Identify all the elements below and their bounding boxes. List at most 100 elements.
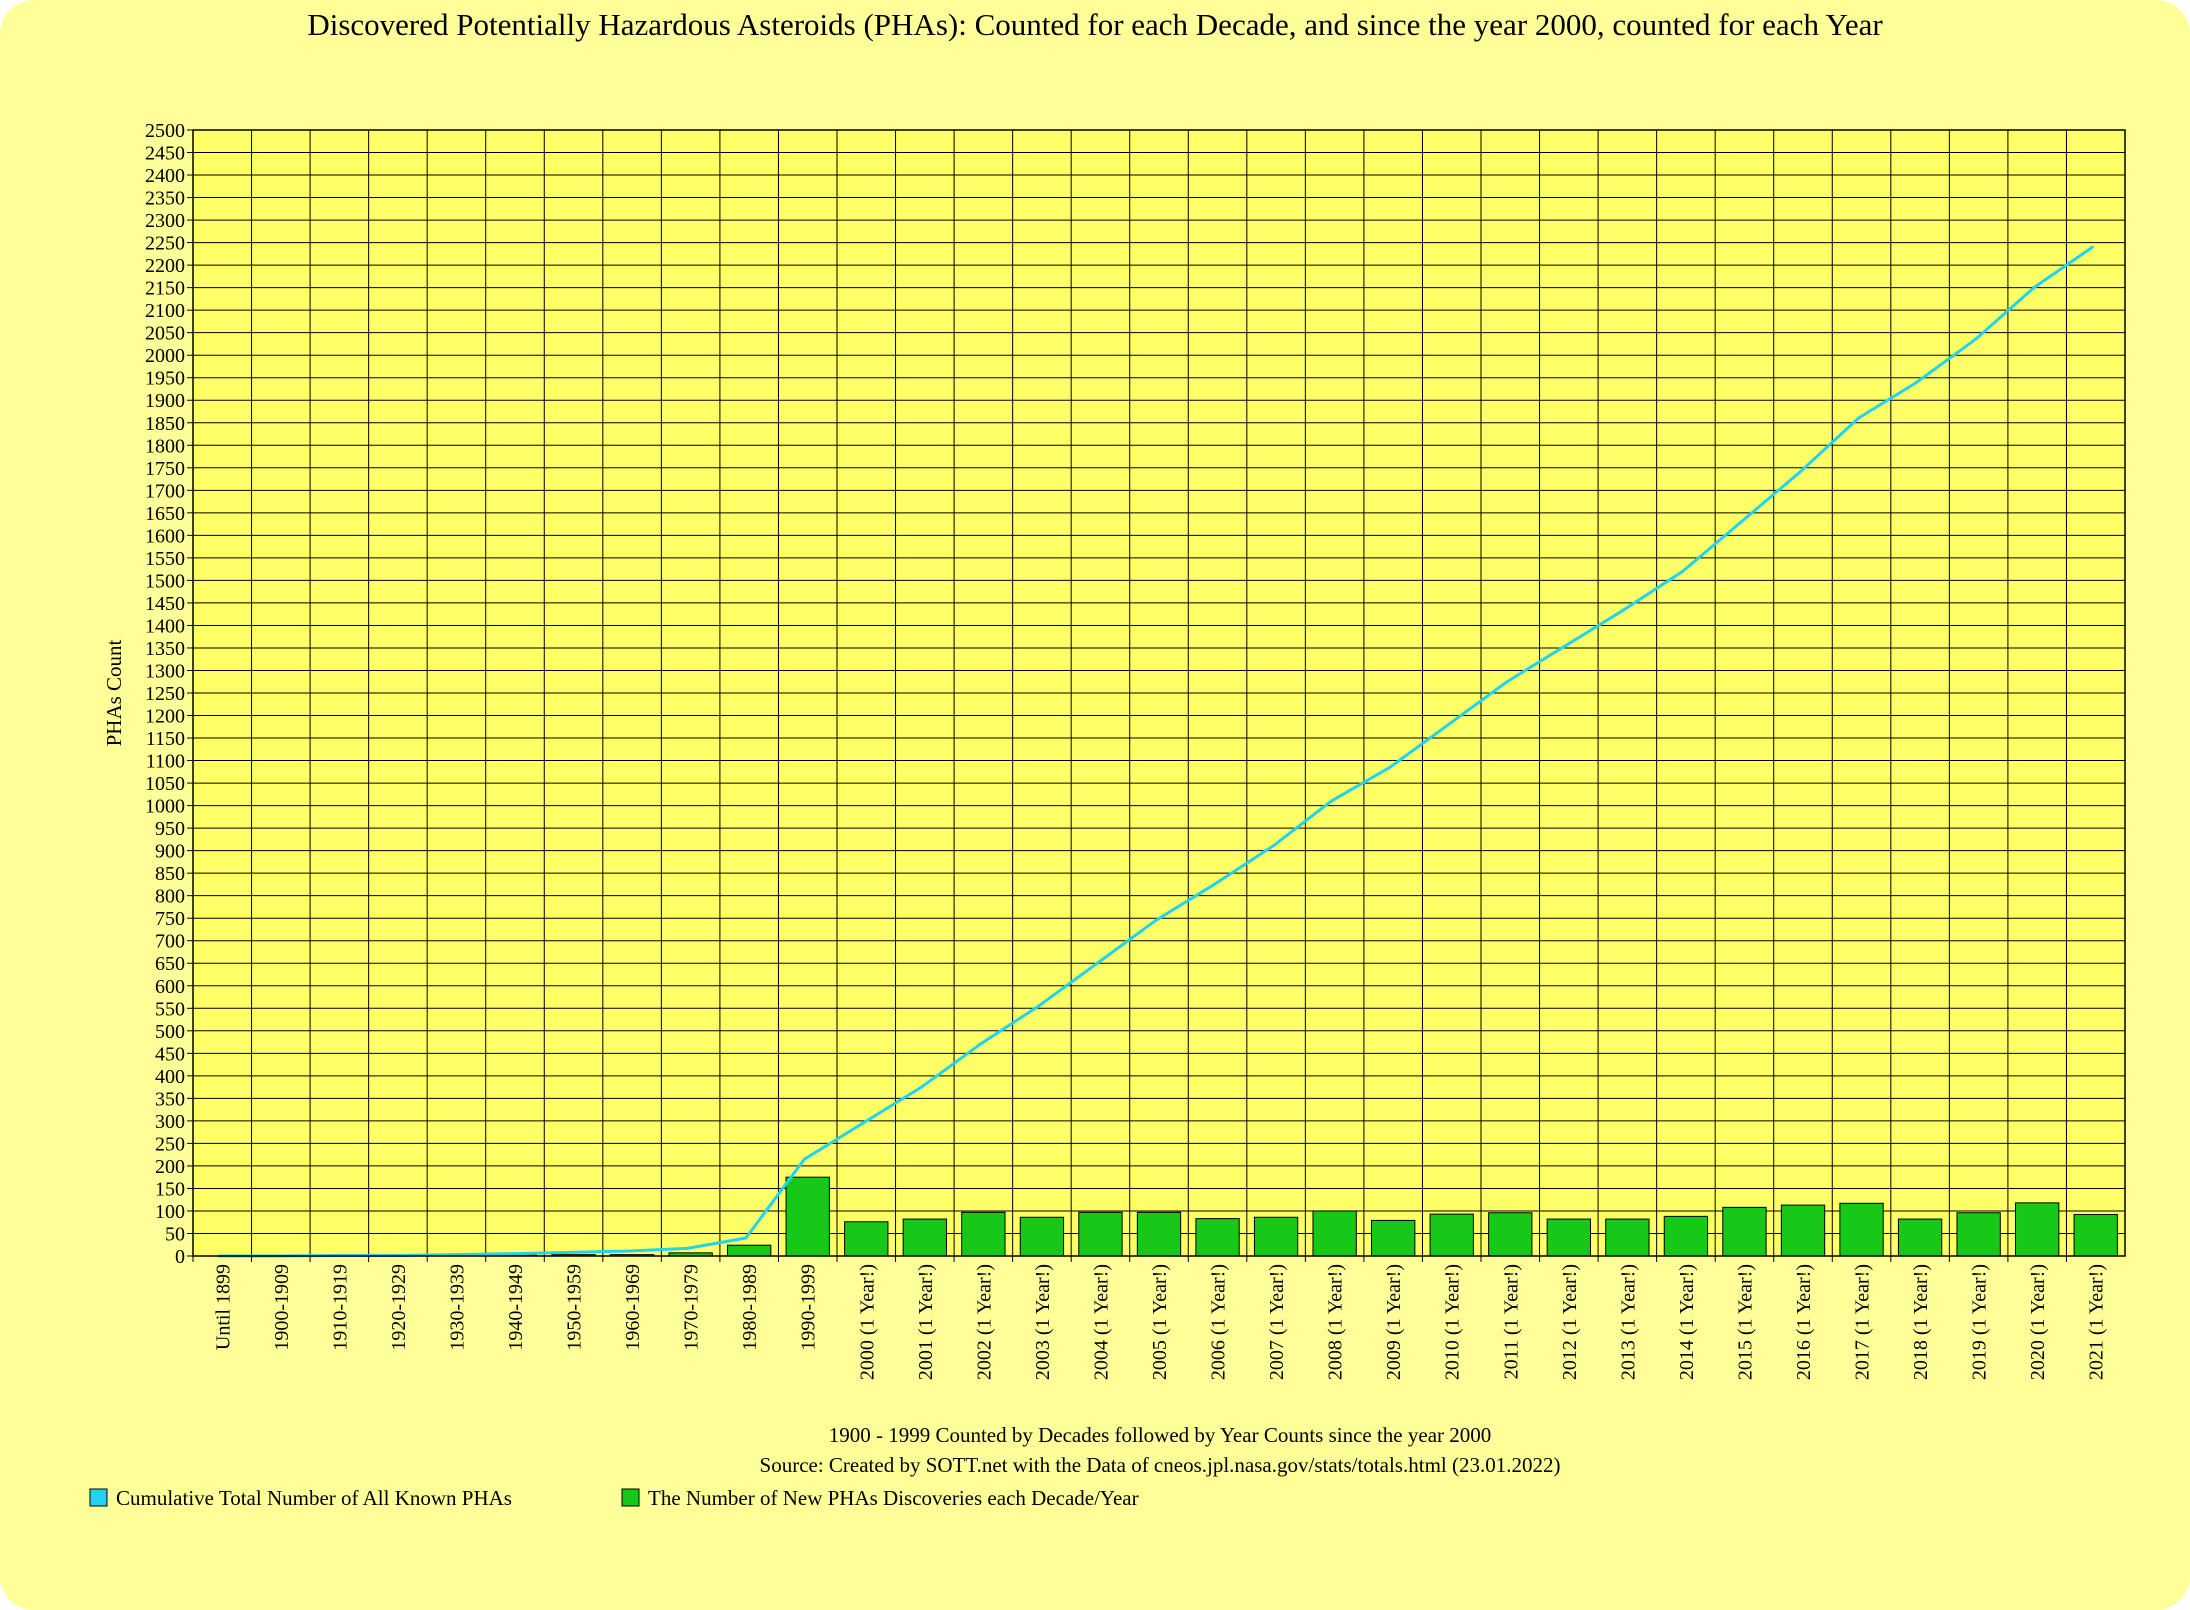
bar xyxy=(1546,1218,1591,1257)
y-tick-label: 900 xyxy=(155,841,185,863)
x-tick-label: 1900-1909 xyxy=(271,1264,293,1351)
y-tick-label: 1550 xyxy=(145,548,185,570)
x-tick-label: 2019 (1 Year!) xyxy=(1969,1264,1991,1380)
x-tick-label: 2011 (1 Year!) xyxy=(1500,1264,1522,1379)
bar xyxy=(1019,1216,1065,1257)
y-tick-label: 150 xyxy=(155,1178,185,1200)
x-tick-label: 2003 (1 Year!) xyxy=(1032,1264,1054,1380)
bar xyxy=(1722,1206,1767,1257)
x-tick-label: 2013 (1 Year!) xyxy=(1617,1264,1639,1380)
bar xyxy=(1663,1215,1709,1257)
y-tick-label: 2000 xyxy=(145,345,185,367)
x-axis-ticks: Until 1899 1900-1909 1910-1919 1920-1929 193… xyxy=(192,1256,2108,1380)
line-point xyxy=(1973,337,1977,341)
bar xyxy=(1253,1216,1299,1257)
x-tick-label: 1920-1929 xyxy=(388,1264,410,1351)
y-tick-label: 2250 xyxy=(145,233,185,255)
legend-swatch-cumulative xyxy=(89,1488,108,1507)
y-tick-label: 1350 xyxy=(145,638,185,660)
y-tick-label: 2100 xyxy=(145,300,185,322)
line-series xyxy=(217,245,2094,1258)
bar xyxy=(1780,1204,1826,1257)
legend-label-new-discoveries: The Number of New PHAs Discoveries each … xyxy=(648,1486,1139,1510)
y-tick-label: 1300 xyxy=(145,660,185,682)
line-point xyxy=(861,1121,865,1125)
line-point xyxy=(568,1250,572,1254)
x-tick-label: 2002 (1 Year!) xyxy=(973,1264,995,1380)
bar xyxy=(1956,1212,2001,1257)
line-point xyxy=(1856,416,1860,420)
bar xyxy=(1839,1202,1884,1257)
y-tick-label: 1250 xyxy=(145,683,185,705)
bar xyxy=(1078,1211,1123,1257)
legend-swatch-new-discoveries xyxy=(621,1488,640,1507)
x-tick-label: 2014 (1 Year!) xyxy=(1676,1264,1698,1380)
x-tick-label: 2007 (1 Year!) xyxy=(1266,1264,1288,1380)
line-point xyxy=(685,1246,689,1250)
x-tick-label: 1940-1949 xyxy=(505,1264,527,1351)
bar xyxy=(961,1211,1006,1257)
line-point xyxy=(2090,245,2094,249)
x-tick-label: 2005 (1 Year!) xyxy=(1149,1264,1171,1380)
y-tick-label: 850 xyxy=(155,863,185,885)
bar xyxy=(1488,1212,1533,1257)
source-caption: Source: Created by SOTT.net with the Dat… xyxy=(760,1453,1561,1477)
y-tick-label: 350 xyxy=(155,1088,185,1110)
y-tick-label: 400 xyxy=(155,1066,185,1088)
x-tick-label: 2015 (1 Year!) xyxy=(1734,1264,1756,1380)
y-tick-label: 1000 xyxy=(145,796,185,818)
y-tick-label: 2500 xyxy=(145,120,185,142)
x-tick-label: 1950-1959 xyxy=(564,1264,586,1351)
y-tick-label: 1200 xyxy=(145,706,185,728)
y-tick-label: 1900 xyxy=(145,390,185,412)
line-point xyxy=(1388,765,1392,769)
x-tick-label: 2021 (1 Year!) xyxy=(2086,1264,2108,1380)
y-tick-label: 1700 xyxy=(145,480,185,502)
y-tick-label: 50 xyxy=(165,1223,185,1245)
x-tick-label: 2000 (1 Year!) xyxy=(856,1264,878,1380)
bar xyxy=(1429,1213,1474,1257)
y-tick-label: 1750 xyxy=(145,458,185,480)
line-point xyxy=(627,1249,631,1253)
y-tick-label: 1500 xyxy=(145,570,185,592)
y-axis-ticks: 0501001502002503003504004505005506006507… xyxy=(145,120,193,1268)
bar xyxy=(727,1244,772,1257)
x-tick-label: 2009 (1 Year!) xyxy=(1383,1264,1405,1380)
bar xyxy=(1897,1218,1943,1257)
y-tick-label: 2050 xyxy=(145,323,185,345)
y-tick-label: 0 xyxy=(175,1246,185,1268)
bar xyxy=(2073,1214,2118,1257)
bar xyxy=(1136,1211,1182,1257)
line-point xyxy=(1915,380,1919,384)
line-point xyxy=(1212,882,1216,886)
x-tick-label: 2008 (1 Year!) xyxy=(1325,1264,1347,1380)
x-tick-label: Until 1899 xyxy=(212,1264,234,1350)
x-tick-label: 2017 (1 Year!) xyxy=(1852,1264,1874,1380)
y-tick-label: 1100 xyxy=(146,751,185,773)
x-tick-label: 2006 (1 Year!) xyxy=(1208,1264,1230,1380)
x-tick-label: 2004 (1 Year!) xyxy=(1090,1264,1112,1380)
y-tick-label: 2200 xyxy=(145,255,185,277)
legend-label-cumulative: Cumulative Total Number of All Known PHA… xyxy=(116,1486,512,1510)
chart-title: Discovered Potentially Hazardous Asteroi… xyxy=(307,7,1883,42)
line-point xyxy=(1798,470,1802,474)
y-tick-label: 2300 xyxy=(145,210,185,232)
x-tick-label: 1980-1989 xyxy=(739,1264,761,1351)
y-tick-label: 750 xyxy=(155,908,185,930)
line-point xyxy=(920,1085,924,1089)
x-tick-label: 2020 (1 Year!) xyxy=(2027,1264,2049,1380)
x-axis-label: 1900 - 1999 Counted by Decades followed … xyxy=(829,1423,1492,1447)
x-tick-label: 1910-1919 xyxy=(329,1264,351,1351)
line-point xyxy=(978,1042,982,1046)
line-point xyxy=(1622,608,1626,612)
y-tick-label: 1850 xyxy=(145,413,185,435)
line-point xyxy=(802,1157,806,1161)
y-tick-label: 100 xyxy=(155,1201,185,1223)
line-point xyxy=(1037,1004,1041,1008)
y-tick-label: 1650 xyxy=(145,503,185,525)
legend: Cumulative Total Number of All Known PHA… xyxy=(89,1486,1139,1510)
y-tick-label: 450 xyxy=(155,1043,185,1065)
y-tick-label: 1950 xyxy=(145,368,185,390)
line-point xyxy=(1739,520,1743,524)
y-tick-label: 2150 xyxy=(145,278,185,300)
